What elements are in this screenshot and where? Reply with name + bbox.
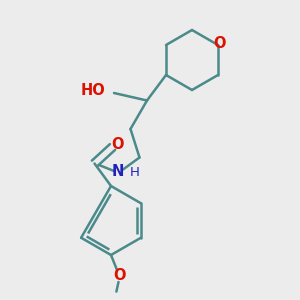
Text: O: O <box>112 137 124 152</box>
Text: O: O <box>113 268 126 283</box>
Text: HO: HO <box>80 83 105 98</box>
Text: H: H <box>130 166 140 179</box>
Text: O: O <box>213 36 226 51</box>
Text: N: N <box>111 164 124 179</box>
